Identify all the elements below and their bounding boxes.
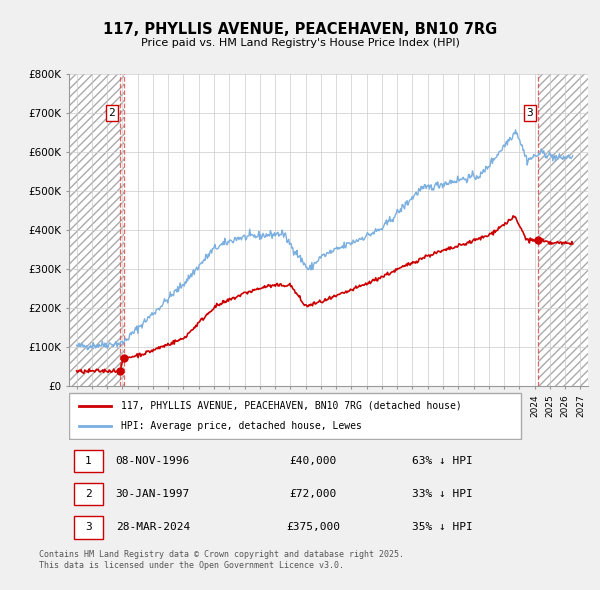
Text: 3: 3 — [85, 522, 92, 532]
Text: HPI: Average price, detached house, Lewes: HPI: Average price, detached house, Lewe… — [121, 421, 362, 431]
Text: 30-JAN-1997: 30-JAN-1997 — [116, 489, 190, 499]
Text: 117, PHYLLIS AVENUE, PEACEHAVEN, BN10 7RG (detached house): 117, PHYLLIS AVENUE, PEACEHAVEN, BN10 7R… — [121, 401, 461, 411]
Text: 33% ↓ HPI: 33% ↓ HPI — [412, 489, 472, 499]
Bar — [124, 74, 538, 386]
Text: £72,000: £72,000 — [289, 489, 337, 499]
Text: 28-MAR-2024: 28-MAR-2024 — [116, 522, 190, 532]
Text: 08-NOV-1996: 08-NOV-1996 — [116, 456, 190, 466]
Text: Price paid vs. HM Land Registry's House Price Index (HPI): Price paid vs. HM Land Registry's House … — [140, 38, 460, 48]
FancyBboxPatch shape — [74, 450, 103, 473]
Text: 2: 2 — [109, 108, 115, 118]
Text: 63% ↓ HPI: 63% ↓ HPI — [412, 456, 472, 466]
Text: Contains HM Land Registry data © Crown copyright and database right 2025.
This d: Contains HM Land Registry data © Crown c… — [39, 550, 404, 570]
Bar — [538, 74, 588, 386]
FancyBboxPatch shape — [74, 516, 103, 539]
Text: 2: 2 — [85, 489, 92, 499]
FancyBboxPatch shape — [69, 394, 521, 438]
Text: £40,000: £40,000 — [289, 456, 337, 466]
FancyBboxPatch shape — [74, 483, 103, 506]
Text: £375,000: £375,000 — [286, 522, 340, 532]
Text: 3: 3 — [527, 108, 533, 118]
Text: 117, PHYLLIS AVENUE, PEACEHAVEN, BN10 7RG: 117, PHYLLIS AVENUE, PEACEHAVEN, BN10 7R… — [103, 22, 497, 37]
Bar — [69, 74, 124, 386]
Text: 1: 1 — [85, 456, 92, 466]
Text: 35% ↓ HPI: 35% ↓ HPI — [412, 522, 472, 532]
